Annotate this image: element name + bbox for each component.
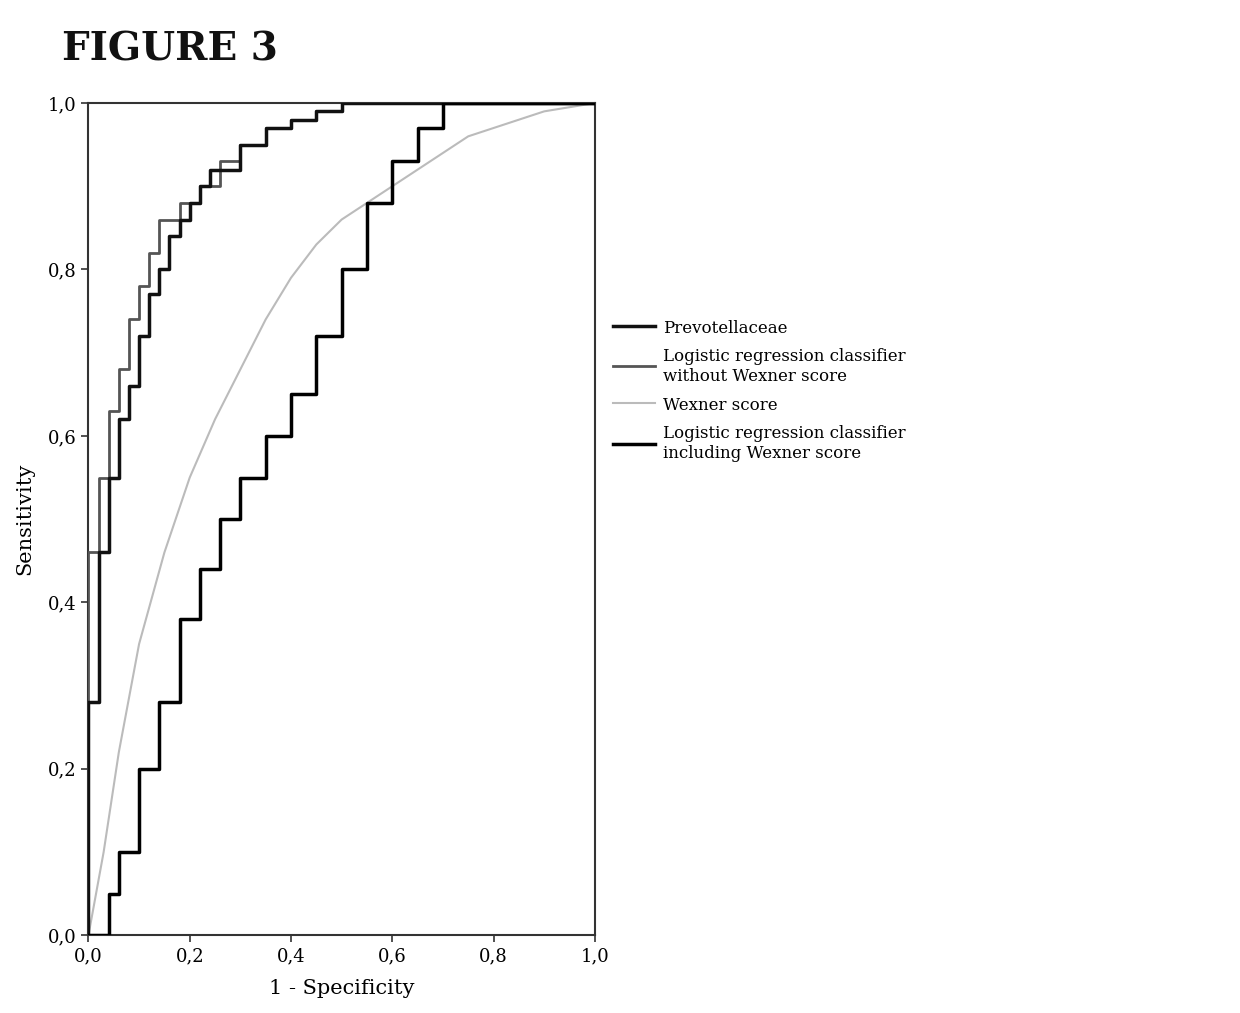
X-axis label: 1 - Specificity: 1 - Specificity xyxy=(269,979,414,998)
Legend: Prevotellaceae, Logistic regression classifier
without Wexner score, Wexner scor: Prevotellaceae, Logistic regression clas… xyxy=(614,319,906,462)
Y-axis label: Sensitivity: Sensitivity xyxy=(15,463,33,575)
Text: FIGURE 3: FIGURE 3 xyxy=(62,30,278,69)
